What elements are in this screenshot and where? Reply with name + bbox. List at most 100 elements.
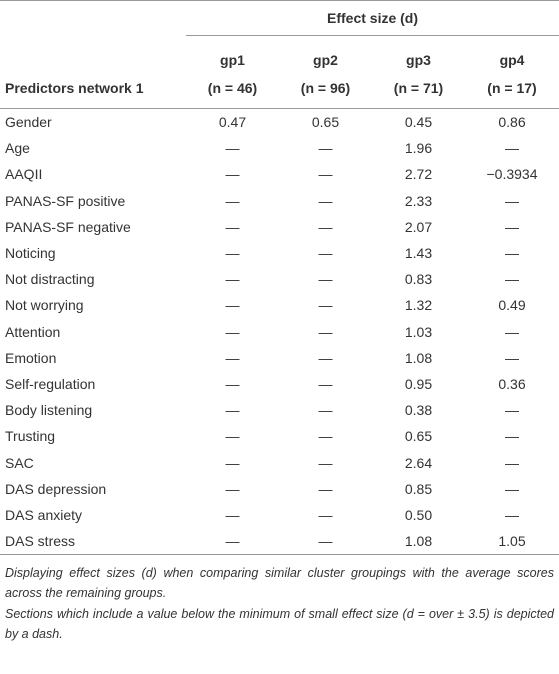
cell-value: — bbox=[279, 528, 372, 556]
cell-value: — bbox=[318, 271, 333, 288]
cell-value: — bbox=[505, 402, 519, 419]
cell-value: — bbox=[225, 375, 240, 392]
cell-value: — bbox=[318, 140, 333, 157]
row-label: Body listening bbox=[5, 402, 93, 419]
row-label: Noticing bbox=[5, 245, 56, 262]
cell-value: 1.08 bbox=[404, 349, 433, 366]
cell-value: — bbox=[318, 428, 333, 445]
table-row: Attention — — 1.03 — bbox=[0, 319, 559, 345]
cell-value: −0.3934 bbox=[486, 166, 538, 183]
cell-value: — bbox=[225, 297, 240, 314]
row-label: Not worrying bbox=[5, 297, 84, 314]
cell-value: 0.85 bbox=[404, 480, 433, 497]
table-row: Self-regulation — — 0.95 0.36 bbox=[0, 371, 559, 397]
cell-value: — bbox=[225, 480, 240, 497]
row-label: Not distracting bbox=[5, 271, 95, 288]
cell-value: — bbox=[505, 480, 519, 497]
cell-value: — bbox=[225, 349, 240, 366]
cell-value: — bbox=[225, 402, 240, 419]
group-header: gp3 bbox=[406, 52, 431, 68]
blank-cell bbox=[0, 36, 186, 69]
table-row: DAS anxiety — — 0.50 — bbox=[0, 502, 559, 528]
cell-value: 2.64 bbox=[404, 454, 433, 471]
cell-value: — bbox=[505, 271, 519, 288]
row-label: Emotion bbox=[5, 349, 57, 366]
cell-value: — bbox=[225, 323, 240, 340]
group-n: (n = 17) bbox=[465, 68, 559, 109]
cell-value: 0.95 bbox=[404, 375, 433, 392]
row-label: SAC bbox=[5, 454, 34, 471]
cell-value: — bbox=[505, 245, 519, 262]
table-row: Not worrying — — 1.32 0.49 bbox=[0, 292, 559, 318]
cell-value: — bbox=[505, 192, 519, 209]
cell-value: 0.50 bbox=[404, 506, 433, 523]
cell-value: 2.07 bbox=[404, 218, 433, 235]
group-n: (n = 71) bbox=[372, 68, 465, 109]
cell-value: — bbox=[505, 454, 519, 471]
cell-value: 0.45 bbox=[404, 114, 433, 131]
cell-value: 1.96 bbox=[404, 140, 433, 157]
cell-value: 1.05 bbox=[465, 528, 559, 556]
cell-value: 0.36 bbox=[498, 375, 526, 392]
table-row: Age — — 1.96 — bbox=[0, 135, 559, 161]
cell-value: — bbox=[225, 140, 240, 157]
group-header: gp2 bbox=[313, 52, 338, 68]
cell-value: — bbox=[318, 375, 333, 392]
row-label: Self-regulation bbox=[5, 375, 96, 392]
cell-value: — bbox=[225, 271, 240, 288]
cell-value: 0.83 bbox=[404, 271, 433, 288]
note: Displaying effect sizes (d) when compari… bbox=[5, 566, 554, 601]
row-label: PANAS-SF positive bbox=[5, 192, 126, 209]
cell-value: — bbox=[225, 428, 240, 445]
table-row: SAC — — 2.64 — bbox=[0, 449, 559, 475]
cell-value: — bbox=[225, 454, 240, 471]
cell-value: 1.32 bbox=[404, 297, 433, 314]
table-notes: Displaying effect sizes (d) when compari… bbox=[0, 555, 559, 644]
group-header: gp1 bbox=[220, 52, 245, 68]
blank-cell bbox=[0, 1, 186, 36]
group-n: (n = 96) bbox=[279, 68, 372, 109]
row-label: DAS stress bbox=[0, 528, 186, 556]
cell-value: 1.08 bbox=[372, 528, 465, 556]
group-n-row: Predictors network 1 (n = 46) (n = 96) (n … bbox=[0, 68, 559, 109]
cell-value: — bbox=[318, 323, 333, 340]
group-row: gp1 gp2 gp3 gp4 bbox=[0, 36, 559, 69]
cell-value: 0.38 bbox=[404, 402, 433, 419]
cell-value: — bbox=[318, 192, 333, 209]
table-row: Emotion — — 1.08 — bbox=[0, 345, 559, 371]
row-label: Age bbox=[5, 140, 30, 157]
cell-value: — bbox=[318, 480, 333, 497]
cell-value: — bbox=[318, 218, 333, 235]
cell-value: — bbox=[505, 323, 519, 340]
effect-size-table: Effect size (d) gp1 gp2 gp3 gp4 Predictors … bbox=[0, 0, 559, 556]
row-label: DAS depression bbox=[5, 480, 107, 497]
table-row: PANAS-SF positive — — 2.33 — bbox=[0, 188, 559, 214]
cell-value: 0.65 bbox=[404, 428, 433, 445]
table-row: AAQII — — 2.72 −0.3934 bbox=[0, 161, 559, 187]
table-row: DAS stress — —1.08 1.05 bbox=[0, 528, 559, 556]
spanner-header: Effect size (d) bbox=[186, 0, 559, 36]
row-label: AAQII bbox=[5, 166, 43, 183]
row-label: Gender bbox=[5, 114, 52, 131]
row-label: DAS anxiety bbox=[5, 506, 83, 523]
cell-value: 2.33 bbox=[404, 192, 433, 209]
note: Sections which include a value below the… bbox=[5, 607, 554, 642]
table-body: Gender 0.47 0.65 0.45 0.86 Age — — 1.96 — AAQII — — 2… bbox=[0, 109, 559, 556]
cell-value: — bbox=[505, 349, 519, 366]
cell-value: — bbox=[225, 166, 240, 183]
cell-value: — bbox=[225, 506, 240, 523]
cell-value: — bbox=[505, 140, 519, 157]
table-row: Noticing — — 1.43 — bbox=[0, 240, 559, 266]
cell-value: — bbox=[225, 192, 240, 209]
cell-value: — bbox=[225, 245, 240, 262]
cell-value: — bbox=[186, 528, 279, 556]
cell-value: — bbox=[318, 402, 333, 419]
table-row: Not distracting — — 0.83 — bbox=[0, 266, 559, 292]
cell-value: — bbox=[225, 218, 240, 235]
stub-header: Predictors network 1 bbox=[0, 68, 186, 109]
table-row: Trusting — — 0.65 — bbox=[0, 423, 559, 449]
group-header: gp4 bbox=[499, 52, 525, 68]
table-row: PANAS-SF negative — — 2.07 — bbox=[0, 214, 559, 240]
cell-value: — bbox=[505, 218, 519, 235]
